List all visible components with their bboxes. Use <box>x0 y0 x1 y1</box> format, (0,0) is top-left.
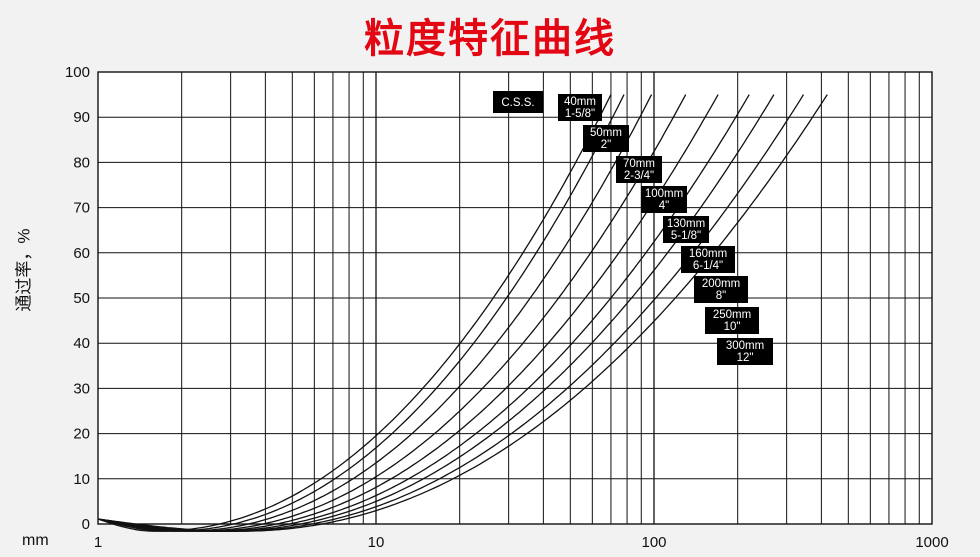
y-tick-label: 100 <box>65 64 90 81</box>
curve-label-text: 10" <box>724 321 741 333</box>
curve-label-box <box>583 125 629 152</box>
legend-header: C.S.S. <box>501 97 534 109</box>
y-tick-label: 0 <box>82 516 90 533</box>
curve-label-text: 8" <box>716 290 726 302</box>
y-tick-label: 30 <box>73 380 90 397</box>
x-tick-label: 100 <box>641 534 666 551</box>
y-tick-label: 70 <box>73 200 90 217</box>
curve-label-text: 300mm <box>726 340 764 352</box>
y-tick-label: 10 <box>73 471 90 488</box>
plot-frame <box>97 71 933 525</box>
y-tick-label: 90 <box>73 109 90 126</box>
curve-label-text: 2-3/4" <box>624 170 654 182</box>
curve-label-text: 70mm <box>623 158 655 170</box>
curve-label-box <box>681 246 735 273</box>
curve-label-box <box>616 156 662 183</box>
curve-label-text: 40mm <box>564 96 596 108</box>
x-axis-unit: mm <box>22 532 49 549</box>
curve-label-text: 2" <box>601 139 611 151</box>
curve-label-text: 160mm <box>689 248 727 260</box>
y-tick-label: 60 <box>73 245 90 262</box>
curve-label-box <box>705 307 759 334</box>
curve-label-box <box>717 338 773 365</box>
curve-label-box <box>558 94 602 121</box>
curve-label-text: 50mm <box>590 127 622 139</box>
x-tick-label: 10 <box>368 534 385 551</box>
y-tick-label: 20 <box>73 426 90 443</box>
curve-label-text: 5-1/8" <box>671 230 701 242</box>
curve-label-text: 250mm <box>713 309 751 321</box>
curve-label-text: 1-5/8" <box>565 108 595 120</box>
y-tick-label: 80 <box>73 154 90 171</box>
curve-label-box <box>663 216 709 243</box>
curve-label-text: 100mm <box>645 188 683 200</box>
curve-label-text: 200mm <box>702 278 740 290</box>
curve-label-text: 130mm <box>667 218 705 230</box>
curve-label-text: 4" <box>659 200 669 212</box>
x-tick-label: 1 <box>94 534 102 551</box>
grid <box>98 72 932 524</box>
x-tick-label: 1000 <box>915 534 948 551</box>
y-tick-label: 40 <box>73 335 90 352</box>
legend-header-box <box>493 91 543 113</box>
chart-title: 粒度特征曲线 <box>364 16 616 62</box>
curve-label-box <box>641 186 687 213</box>
curve-label-box <box>694 276 748 303</box>
curve-label-text: 12" <box>737 352 754 364</box>
y-tick-label: 50 <box>73 290 90 307</box>
curve-label-text: 6-1/4" <box>693 260 723 272</box>
